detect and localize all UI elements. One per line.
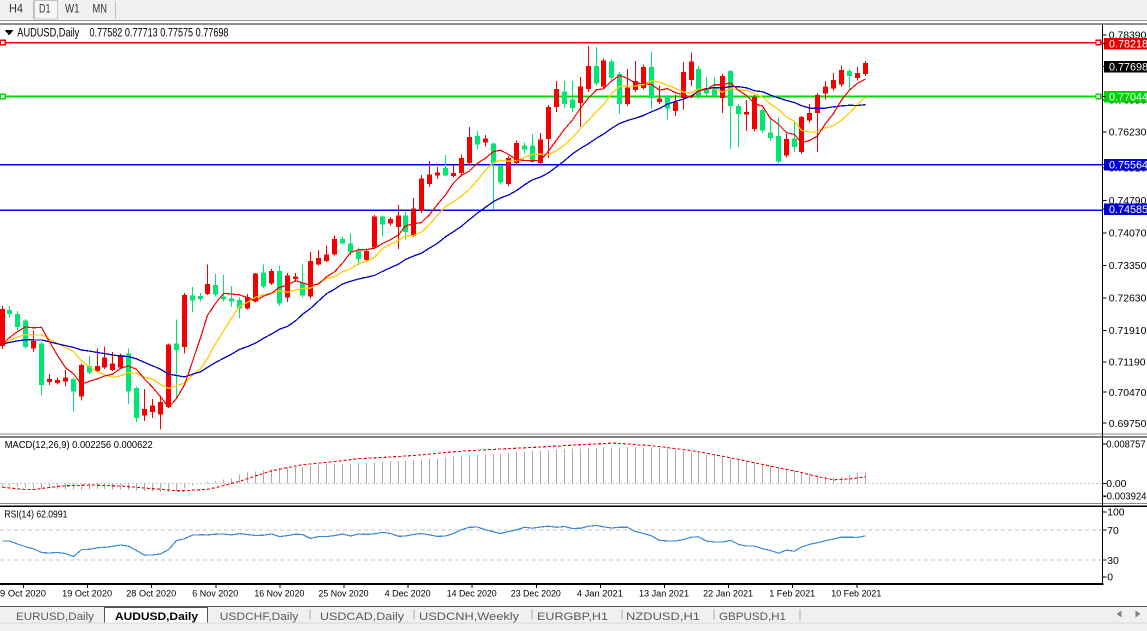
svg-text:30: 30: [1107, 556, 1119, 567]
svg-text:14 Dec 2020: 14 Dec 2020: [447, 589, 497, 600]
svg-text:MACD(12,26,9) 0.002256 0.00062: MACD(12,26,9) 0.002256 0.000622: [5, 440, 153, 451]
svg-text:6 Nov 2020: 6 Nov 2020: [192, 589, 238, 600]
svg-text:RSI(14) 62.0991: RSI(14) 62.0991: [4, 510, 67, 521]
svg-text:AUDUSD,Daily: AUDUSD,Daily: [115, 611, 199, 623]
svg-text:0.74585: 0.74585: [1109, 204, 1147, 216]
svg-text:23 Dec 2020: 23 Dec 2020: [511, 589, 561, 600]
svg-text:W1: W1: [65, 4, 80, 16]
svg-text:-0.003924: -0.003924: [1104, 492, 1147, 503]
svg-text:4 Dec 2020: 4 Dec 2020: [385, 589, 431, 600]
svg-text:16 Nov 2020: 16 Nov 2020: [254, 589, 304, 600]
svg-text:EURUSD,Daily: EURUSD,Daily: [16, 611, 95, 623]
svg-text:0.73350: 0.73350: [1109, 261, 1147, 272]
svg-text:0.00: 0.00: [1106, 479, 1126, 490]
svg-text:0.74070: 0.74070: [1109, 229, 1147, 240]
svg-text:10 Feb 2021: 10 Feb 2021: [831, 589, 881, 600]
svg-text:USDCNH,Weekly: USDCNH,Weekly: [419, 611, 520, 623]
svg-text:9 Oct 2020: 9 Oct 2020: [0, 589, 46, 600]
svg-text:0.76230: 0.76230: [1109, 128, 1147, 139]
svg-text:70: 70: [1107, 526, 1119, 537]
svg-text:0.78218: 0.78218: [1109, 39, 1147, 51]
svg-text:13 Jan 2021: 13 Jan 2021: [639, 589, 689, 600]
svg-text:0.71910: 0.71910: [1109, 326, 1147, 337]
svg-text:D1: D1: [39, 4, 51, 16]
svg-text:0.69750: 0.69750: [1109, 419, 1147, 430]
svg-text:0.71190: 0.71190: [1109, 358, 1146, 369]
svg-text:0.77044: 0.77044: [1109, 92, 1147, 104]
svg-text:19 Oct 2020: 19 Oct 2020: [62, 589, 112, 600]
svg-text:22 Jan 2021: 22 Jan 2021: [703, 589, 753, 600]
svg-text:25 Nov 2020: 25 Nov 2020: [319, 589, 369, 600]
svg-text:GBPUSD,H1: GBPUSD,H1: [719, 611, 786, 623]
svg-text:0.70470: 0.70470: [1109, 388, 1147, 399]
svg-text:MN: MN: [93, 4, 108, 16]
svg-text:H4: H4: [9, 4, 24, 16]
svg-text:100: 100: [1107, 508, 1125, 519]
svg-text:0.72630: 0.72630: [1109, 294, 1147, 305]
svg-text:1 Feb 2021: 1 Feb 2021: [769, 589, 815, 600]
svg-text:0.008757: 0.008757: [1106, 440, 1146, 451]
svg-text:0.74790: 0.74790: [1109, 196, 1147, 207]
svg-text:0.77582 0.77713 0.77575 0.7769: 0.77582 0.77713 0.77575 0.77698: [90, 26, 229, 40]
svg-text:USDCHF,Daily: USDCHF,Daily: [220, 611, 299, 623]
svg-text:28 Oct 2020: 28 Oct 2020: [126, 589, 176, 600]
svg-text:0.78390: 0.78390: [1109, 31, 1147, 42]
svg-text:4 Jan 2021: 4 Jan 2021: [577, 589, 623, 600]
svg-text:0: 0: [1107, 573, 1113, 584]
svg-text:AUDUSD,Daily: AUDUSD,Daily: [17, 26, 80, 40]
svg-text:0.75564: 0.75564: [1109, 160, 1147, 172]
svg-text:EURGBP,H1: EURGBP,H1: [537, 611, 608, 623]
svg-text:NZDUSD,H1: NZDUSD,H1: [626, 611, 700, 623]
svg-text:0.77698: 0.77698: [1109, 62, 1147, 74]
svg-text:USDCAD,Daily: USDCAD,Daily: [320, 611, 405, 623]
